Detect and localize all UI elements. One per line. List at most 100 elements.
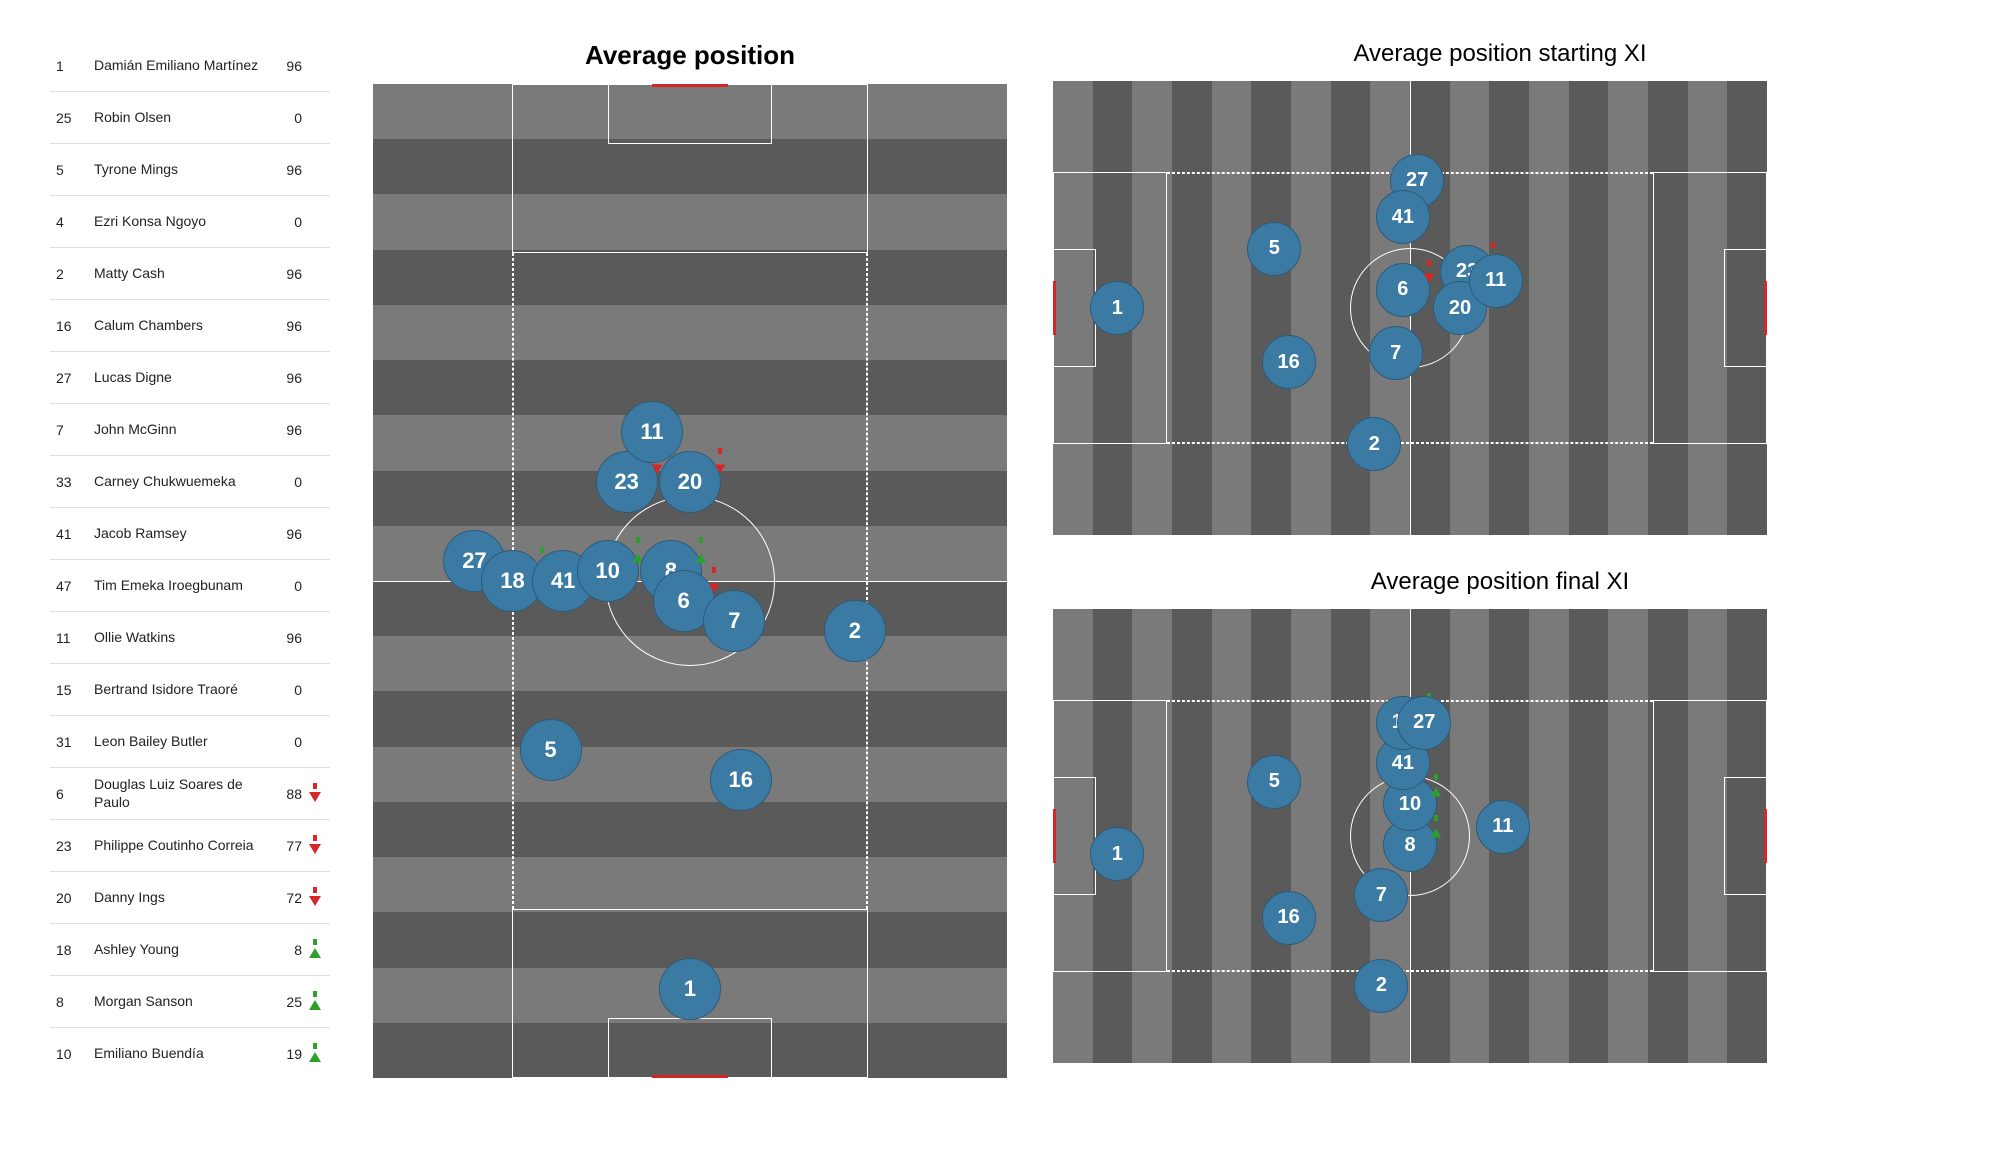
player-minutes: 88 bbox=[270, 786, 306, 802]
player-minutes: 96 bbox=[270, 422, 306, 438]
player-name: Calum Chambers bbox=[88, 317, 270, 335]
position-marker: 2 bbox=[824, 600, 886, 662]
player-number: 25 bbox=[56, 110, 88, 126]
position-marker: 11 bbox=[621, 401, 683, 463]
position-marker: 16 bbox=[1262, 335, 1316, 389]
layout-root: 1Damián Emiliano Martínez9625Robin Olsen… bbox=[50, 40, 1950, 1135]
final-pitch: 15162781041182711 bbox=[1050, 606, 1770, 1066]
player-number: 7 bbox=[56, 422, 88, 438]
player-minutes: 96 bbox=[270, 370, 306, 386]
player-number: 11 bbox=[56, 630, 88, 646]
player-row: 23Philippe Coutinho Correia77 bbox=[50, 820, 330, 872]
player-number: 6 bbox=[56, 786, 88, 802]
player-minutes: 77 bbox=[270, 838, 306, 854]
player-row: 11Ollie Watkins96 bbox=[50, 612, 330, 664]
player-minutes: 96 bbox=[270, 630, 306, 646]
player-name: Leon Bailey Butler bbox=[88, 733, 270, 751]
player-minutes: 19 bbox=[270, 1046, 306, 1062]
player-row: 1Damián Emiliano Martínez96 bbox=[50, 40, 330, 92]
position-marker: 7 bbox=[703, 590, 765, 652]
player-row: 27Lucas Digne96 bbox=[50, 352, 330, 404]
position-marker: 5 bbox=[1247, 755, 1301, 809]
position-marker: 2 bbox=[1354, 959, 1408, 1013]
player-row: 2Matty Cash96 bbox=[50, 248, 330, 300]
position-marker: 1 bbox=[659, 958, 721, 1020]
player-name: Morgan Sanson bbox=[88, 993, 270, 1011]
sub-indicator-icon bbox=[1423, 260, 1435, 289]
player-name: Jacob Ramsey bbox=[88, 525, 270, 543]
player-minutes: 8 bbox=[270, 942, 306, 958]
main-pitch: 1516227184110867232011 bbox=[370, 81, 1010, 1081]
player-minutes: 72 bbox=[270, 890, 306, 906]
player-name: Bertrand Isidore Traoré bbox=[88, 681, 270, 699]
player-row: 15Bertrand Isidore Traoré0 bbox=[50, 664, 330, 716]
player-name: Douglas Luiz Soares de Paulo bbox=[88, 776, 270, 811]
player-number: 31 bbox=[56, 734, 88, 750]
player-minutes: 0 bbox=[270, 474, 306, 490]
player-row: 25Robin Olsen0 bbox=[50, 92, 330, 144]
player-name: John McGinn bbox=[88, 421, 270, 439]
position-marker: 16 bbox=[710, 749, 772, 811]
player-number: 15 bbox=[56, 682, 88, 698]
player-row: 7John McGinn96 bbox=[50, 404, 330, 456]
player-minutes: 0 bbox=[270, 578, 306, 594]
player-name: Damián Emiliano Martínez bbox=[88, 57, 270, 75]
start-pitch-block: Average position starting XI 15162274167… bbox=[1050, 40, 1950, 538]
player-row: 33Carney Chukwuemeka0 bbox=[50, 456, 330, 508]
final-pitch-title: Average position final XI bbox=[1050, 568, 1950, 596]
player-row: 8Morgan Sanson25 bbox=[50, 976, 330, 1028]
player-minutes: 96 bbox=[270, 58, 306, 74]
player-row: 4Ezri Konsa Ngoyo0 bbox=[50, 196, 330, 248]
position-marker: 5 bbox=[520, 719, 582, 781]
player-name: Emiliano Buendía bbox=[88, 1045, 270, 1063]
position-marker: 5 bbox=[1247, 222, 1301, 276]
player-minutes: 0 bbox=[270, 682, 306, 698]
player-minutes: 0 bbox=[270, 214, 306, 230]
player-name: Robin Olsen bbox=[88, 109, 270, 127]
player-number: 4 bbox=[56, 214, 88, 230]
player-name: Ollie Watkins bbox=[88, 629, 270, 647]
player-row: 10Emiliano Buendía19 bbox=[50, 1028, 330, 1080]
player-table: 1Damián Emiliano Martínez9625Robin Olsen… bbox=[50, 40, 330, 1135]
player-number: 16 bbox=[56, 318, 88, 334]
player-row: 47Tim Emeka Iroegbunam0 bbox=[50, 560, 330, 612]
position-marker: 20 bbox=[659, 451, 721, 513]
player-number: 10 bbox=[56, 1046, 88, 1062]
sub-indicator-icon bbox=[695, 537, 707, 569]
player-minutes: 96 bbox=[270, 266, 306, 282]
position-marker: 27 bbox=[1397, 696, 1451, 750]
player-minutes: 0 bbox=[270, 110, 306, 126]
player-name: Ezri Konsa Ngoyo bbox=[88, 213, 270, 231]
player-row: 6Douglas Luiz Soares de Paulo88 bbox=[50, 768, 330, 820]
position-marker: 1 bbox=[1090, 281, 1144, 335]
position-marker: 2 bbox=[1347, 417, 1401, 471]
player-number: 23 bbox=[56, 838, 88, 854]
player-name: Lucas Digne bbox=[88, 369, 270, 387]
position-marker: 7 bbox=[1369, 326, 1423, 380]
sub-indicator-icon bbox=[306, 887, 324, 909]
sub-indicator-icon bbox=[306, 939, 324, 961]
main-pitch-column: Average position 1516227184110867232011 bbox=[370, 40, 1010, 1135]
player-minutes: 25 bbox=[270, 994, 306, 1010]
player-number: 33 bbox=[56, 474, 88, 490]
player-minutes: 96 bbox=[270, 318, 306, 334]
sub-indicator-icon bbox=[306, 991, 324, 1013]
sub-indicator-icon bbox=[306, 1043, 324, 1065]
player-minutes: 96 bbox=[270, 526, 306, 542]
player-number: 41 bbox=[56, 526, 88, 542]
main-pitch-title: Average position bbox=[370, 40, 1010, 71]
player-row: 5Tyrone Mings96 bbox=[50, 144, 330, 196]
player-name: Carney Chukwuemeka bbox=[88, 473, 270, 491]
final-pitch-block: Average position final XI 15162781041182… bbox=[1050, 568, 1950, 1066]
player-row: 16Calum Chambers96 bbox=[50, 300, 330, 352]
player-number: 2 bbox=[56, 266, 88, 282]
position-marker: 1 bbox=[1090, 827, 1144, 881]
player-name: Tim Emeka Iroegbunam bbox=[88, 577, 270, 595]
player-number: 5 bbox=[56, 162, 88, 178]
position-marker: 10 bbox=[577, 540, 639, 602]
player-number: 20 bbox=[56, 890, 88, 906]
position-marker: 41 bbox=[1376, 190, 1430, 244]
sub-indicator-icon bbox=[714, 448, 726, 480]
player-number: 1 bbox=[56, 58, 88, 74]
player-number: 27 bbox=[56, 370, 88, 386]
